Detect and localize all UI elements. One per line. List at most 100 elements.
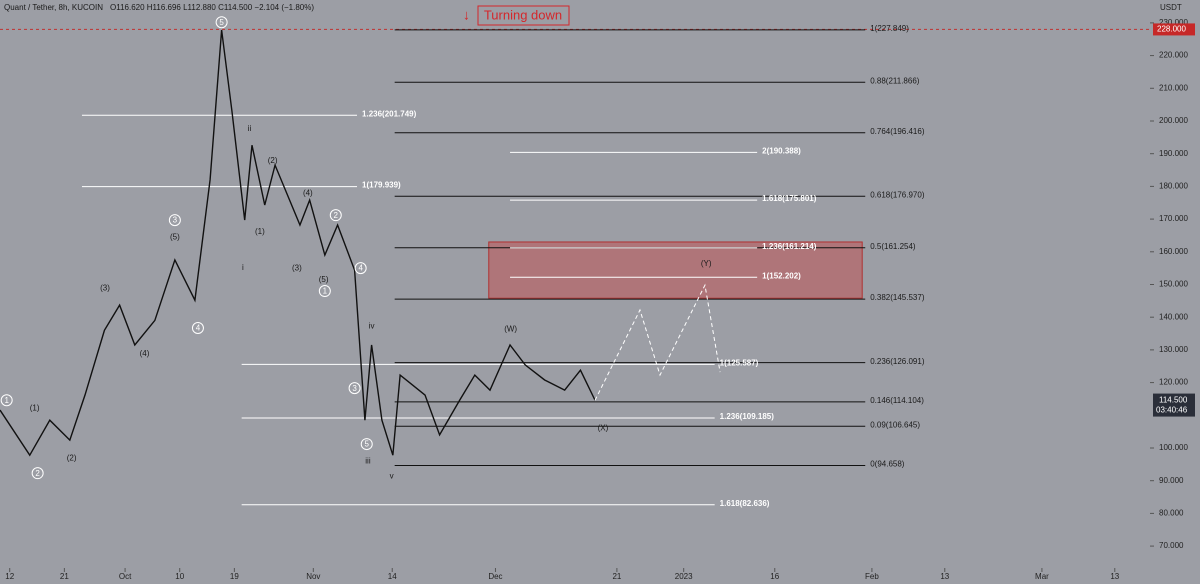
wave-label: (X) [598, 424, 609, 433]
chart-title: Turning down [484, 7, 562, 22]
fib-label: 1(125.587) [720, 358, 759, 367]
wave-label: (4) [303, 189, 313, 198]
x-tick-label: 13 [940, 572, 949, 581]
wave-label: (2) [67, 454, 77, 463]
wave-label: 1 [4, 396, 9, 405]
wave-label: (1) [30, 404, 40, 413]
y-tick-label: 170.000 [1159, 214, 1188, 223]
wave-label: iii [365, 457, 371, 466]
fib-label: 1(152.202) [762, 271, 801, 280]
fib-label: 0.382(145.537) [870, 293, 925, 302]
y-tick-label: 90.000 [1159, 476, 1184, 485]
wave-label: 4 [196, 324, 201, 333]
wave-circle [191, 321, 204, 334]
wave-label: 3 [352, 384, 357, 393]
y-tick-label: 70.000 [1159, 541, 1184, 550]
projection-line [594, 283, 721, 401]
x-tick-label: 10 [175, 572, 184, 581]
x-tick-label: 12 [5, 572, 14, 581]
title-box [477, 5, 570, 26]
fib-label: 0.88(211.866) [870, 76, 920, 85]
fib-label: 0.09(106.645) [870, 420, 920, 429]
wave-label: 5 [219, 18, 224, 27]
wave-circle [360, 438, 373, 451]
fib-label: 1.236(161.214) [762, 242, 817, 251]
fib-label: 1.618(82.636) [720, 499, 770, 508]
fib-label: 2(190.388) [762, 147, 801, 156]
alert-tag-label: 228.000 [1157, 25, 1186, 34]
x-tick-label: Oct [119, 572, 132, 581]
wave-circle [318, 285, 331, 298]
countdown-label: 03:40:46 [1156, 406, 1188, 415]
fib-label: 1(179.939) [362, 181, 401, 190]
wave-label: (Y) [701, 259, 712, 268]
x-tick-label: Feb [865, 572, 879, 581]
plot: 1(227.849) 0.88(211.866) 0.764(196.416) 0.6… [0, 16, 1150, 508]
wave-label: i [242, 263, 244, 272]
wave-circle [215, 16, 228, 29]
y-tick-label: 120.000 [1159, 378, 1188, 387]
wave-label: (1) [255, 227, 265, 236]
y-tick-label: 130.000 [1159, 345, 1188, 354]
wave-label: 1 [323, 287, 328, 296]
y-tick-label: 210.000 [1159, 83, 1188, 92]
x-tick-label: Dec [488, 572, 502, 581]
symbol-header: Quant / Tether, 8h, KUCOIN [4, 3, 103, 12]
target-zone [488, 241, 863, 299]
wave-label: 2 [35, 469, 40, 478]
wave-label: 5 [365, 440, 370, 449]
fib-label: 0.764(196.416) [870, 127, 925, 136]
wave-circle [31, 467, 44, 480]
wave-label: (3) [100, 284, 110, 293]
wave-circle [354, 262, 367, 275]
wave-label: (5) [170, 233, 180, 242]
fib-label: 1(227.849) [870, 24, 909, 33]
fib-label: 0.618(176.970) [870, 190, 925, 199]
y-tick-label: 220.000 [1159, 51, 1188, 60]
y-tick-label: 140.000 [1159, 312, 1188, 321]
wave-label: (2) [268, 156, 278, 165]
y-tick-label: 80.000 [1159, 509, 1184, 518]
x-tick-label: 21 [612, 572, 621, 581]
alert-tag [1153, 23, 1195, 36]
wave-circle [168, 214, 181, 227]
x-tick-label: 14 [388, 572, 397, 581]
y-tick-label: 160.000 [1159, 247, 1188, 256]
fib-label: 0(94.658) [870, 460, 905, 469]
last-price-tag [1153, 393, 1195, 417]
y-tick-label: 100.000 [1159, 443, 1188, 452]
y-tick-label: 190.000 [1159, 149, 1188, 158]
y-tick-label: 200.000 [1159, 116, 1188, 125]
wave-label: (4) [140, 349, 150, 358]
ohlc: O116.620 H116.696 L112.880 C114.500 −2.1… [110, 3, 314, 12]
fib-label: 0.146(114.104) [870, 396, 924, 405]
x-tick-label: 16 [770, 572, 779, 581]
wave-label: (3) [292, 264, 302, 273]
wave-circle [0, 394, 13, 407]
wave-label: iv [369, 322, 375, 331]
x-tick-label: Nov [306, 572, 320, 581]
wave-label: 4 [358, 264, 363, 273]
wave-circle [348, 382, 361, 395]
fib-label: 1.236(201.749) [362, 109, 417, 118]
wave-label: (W) [504, 325, 517, 334]
fib-label: 1.236(109.185) [720, 412, 775, 421]
x-tick-label: Mar [1035, 572, 1049, 581]
fib-label: 0.236(126.091) [870, 357, 925, 366]
wave-label: 3 [173, 216, 178, 225]
wave-label: ii [248, 124, 252, 133]
price-line [0, 29, 596, 457]
wave-label: v [390, 472, 394, 481]
fib-label: 0.5(161.254) [870, 242, 916, 251]
y-tick-label: 150.000 [1159, 280, 1188, 289]
arrow-icon: ↓ [463, 7, 470, 23]
fib-label: 1.618(175.801) [762, 194, 817, 203]
wave-label: 2 [334, 211, 339, 220]
unit-label: USDT [1160, 3, 1182, 12]
y-tick-label: 180.000 [1159, 181, 1188, 190]
x-tick-label: 21 [60, 572, 69, 581]
x-tick-label: 13 [1110, 572, 1119, 581]
y-tick-label: 230.000 [1159, 18, 1188, 27]
x-tick-label: 2023 [675, 572, 693, 581]
